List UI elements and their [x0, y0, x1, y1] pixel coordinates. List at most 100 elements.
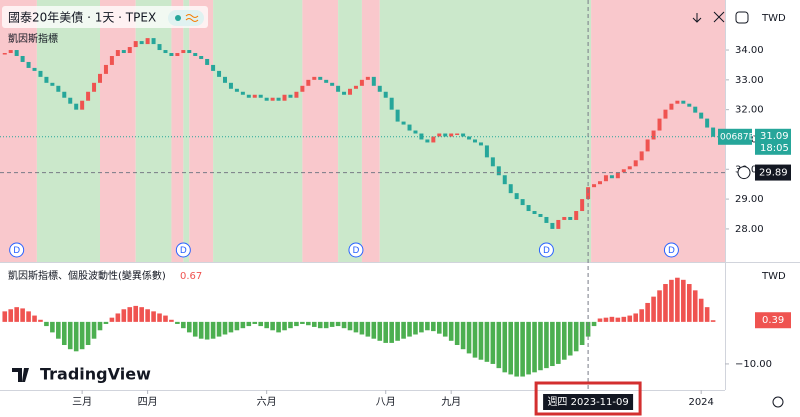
candle	[484, 145, 489, 158]
candle	[145, 38, 150, 45]
candle	[270, 97, 275, 101]
candle	[133, 41, 138, 48]
histogram-bar	[270, 321, 275, 331]
histogram-bar	[252, 321, 258, 324]
candle	[2, 53, 7, 55]
histogram-bar	[442, 321, 448, 337]
dividend-label: D	[180, 246, 187, 256]
histogram-bar	[109, 317, 115, 322]
candle	[26, 61, 31, 68]
candle	[627, 166, 632, 170]
histogram-bar	[496, 321, 502, 369]
crosshair-price-label: 29.89	[759, 168, 788, 179]
histogram-bar	[85, 321, 91, 346]
fullscreen-button[interactable]	[713, 11, 725, 23]
histogram-bar	[407, 321, 412, 337]
histogram-bar	[335, 321, 341, 327]
candle	[205, 58, 210, 65]
candle	[467, 136, 472, 140]
candle	[246, 94, 251, 98]
histogram-bar	[306, 321, 311, 326]
scroll-button[interactable]	[692, 13, 702, 23]
candle	[276, 97, 281, 101]
histogram-bar	[276, 321, 281, 333]
reset-button[interactable]	[735, 11, 749, 24]
histogram-bar	[67, 321, 73, 350]
regime-band	[189, 0, 214, 262]
regime-band	[36, 0, 100, 262]
candle	[74, 103, 79, 110]
regime-band	[183, 0, 190, 262]
currency-main[interactable]: TWD	[761, 13, 786, 24]
candle	[92, 82, 97, 92]
candle	[657, 118, 662, 131]
histogram-bar	[317, 321, 323, 329]
histogram-bar	[103, 321, 109, 324]
countdown-label: 18:05	[760, 143, 789, 154]
candle	[711, 127, 716, 137]
crosshair-date-frame	[534, 381, 642, 416]
histogram-bar	[216, 321, 222, 337]
histogram-bar	[692, 290, 698, 322]
histogram-bar	[371, 321, 377, 339]
candle	[407, 124, 412, 131]
indicator-value: 0.67	[180, 271, 202, 282]
candle	[538, 214, 543, 217]
indicator-value-label: 0.39	[762, 315, 784, 326]
price-tick-label: 29.00	[735, 194, 764, 205]
candle	[615, 172, 620, 179]
histogram-bar	[448, 321, 454, 341]
candle	[592, 184, 597, 188]
currency-indicator[interactable]: TWD	[761, 271, 786, 282]
histogram-bar	[282, 321, 287, 331]
candle	[50, 82, 55, 86]
settings-button[interactable]	[772, 396, 784, 408]
histogram-bar	[395, 321, 400, 341]
histogram-bar	[389, 321, 394, 343]
candle	[609, 175, 614, 179]
candle	[127, 47, 132, 54]
regime-band	[302, 0, 339, 262]
candle	[157, 44, 162, 51]
candle	[693, 106, 698, 113]
histogram-bar	[556, 321, 561, 364]
regime-band	[0, 0, 37, 262]
histogram-bar	[91, 321, 97, 339]
candle	[318, 76, 323, 80]
candle	[395, 109, 400, 122]
histogram-bar	[151, 311, 156, 322]
candle	[621, 169, 626, 173]
candle	[377, 85, 382, 92]
histogram-bar	[264, 321, 269, 329]
histogram-bar	[627, 315, 633, 322]
legend-bg	[2, 6, 208, 28]
histogram-bar	[204, 321, 210, 340]
histogram-bar	[56, 321, 61, 339]
histogram-bar	[550, 321, 555, 367]
candle	[324, 79, 329, 83]
candle	[580, 199, 585, 212]
delayed-icon	[185, 14, 199, 22]
histogram-bar	[210, 321, 216, 339]
candle	[645, 139, 650, 152]
histogram-bar	[26, 311, 31, 322]
candle	[20, 55, 25, 62]
symbol-badge-label: 00687B	[720, 132, 755, 142]
candle	[520, 199, 525, 206]
candle	[568, 216, 573, 220]
candle	[336, 85, 341, 92]
histogram-bar	[454, 321, 460, 346]
price-tick-label: 34.00	[735, 45, 764, 56]
histogram-bar	[50, 321, 55, 333]
candle	[211, 64, 216, 71]
histogram-bar	[127, 307, 133, 322]
histogram-bar	[669, 279, 674, 322]
candle	[490, 157, 495, 167]
histogram-bar	[192, 321, 198, 337]
histogram-bar	[246, 321, 252, 327]
histogram-bar	[514, 321, 519, 377]
histogram-bar	[651, 296, 656, 322]
histogram-bar	[466, 321, 472, 354]
